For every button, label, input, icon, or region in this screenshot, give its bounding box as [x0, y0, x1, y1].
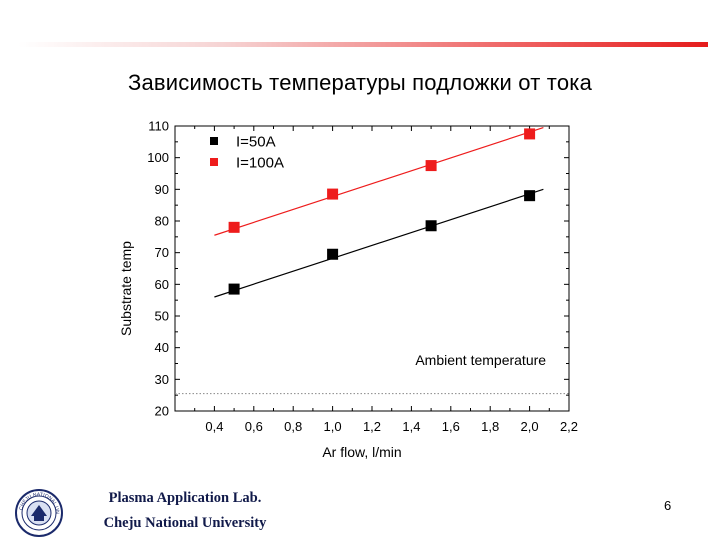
y-tick-label: 80: [155, 214, 169, 229]
x-axis-label: Ar flow, l/min: [322, 444, 401, 460]
university-seal-logo: CHEJU NATIONAL UNIVERSITY: [12, 484, 64, 538]
y-tick-label: 50: [155, 309, 169, 324]
data-point-series-2: [425, 160, 437, 172]
data-point-series-1: [327, 248, 339, 260]
x-tick-label: 0,6: [245, 419, 263, 434]
legend-label-series-2: I=100A: [236, 155, 284, 172]
y-tick-label: 110: [148, 119, 169, 134]
footer-line-2: Cheju National University: [103, 515, 267, 531]
accent-bar: [18, 42, 708, 47]
annotation-label: Ambient temperature: [415, 352, 546, 368]
y-tick-label: 90: [155, 182, 169, 197]
y-tick-label: 30: [155, 372, 169, 387]
y-tick-label: 100: [147, 150, 169, 165]
legend-marker-series-2: [210, 158, 218, 166]
x-tick-label: 0,8: [284, 419, 302, 434]
data-point-series-1: [524, 190, 536, 202]
x-tick-label: 1,8: [481, 419, 499, 434]
legend-marker-series-1: [210, 137, 218, 145]
x-tick-label: 1,6: [442, 419, 460, 434]
x-tick-label: 1,4: [402, 419, 420, 434]
data-point-series-2: [228, 221, 240, 233]
y-tick-label: 20: [155, 404, 169, 419]
fit-line-series-2: [214, 127, 544, 236]
legend-label-series-1: I=50A: [236, 134, 276, 151]
footer-organization: Plasma Application Lab. Cheju National U…: [80, 486, 290, 536]
plot-frame: [174, 125, 570, 412]
y-tick-label: 40: [155, 340, 169, 355]
x-tick-label: 1,0: [324, 419, 342, 434]
y-tick-label: 60: [155, 277, 169, 292]
x-tick-label: 0,4: [205, 419, 223, 434]
slide-title: Зависимость температуры подложки от тока: [127, 70, 593, 95]
data-point-series-1: [228, 283, 240, 295]
data-point-series-2: [327, 188, 339, 200]
x-tick-label: 1,2: [363, 419, 381, 434]
y-axis-label: Substrate temp: [118, 241, 134, 336]
data-point-series-2: [524, 128, 536, 140]
y-tick-label: 70: [155, 245, 169, 260]
page-number: 6: [664, 498, 672, 513]
x-tick-label: 2,2: [560, 419, 578, 434]
footer-line-1: Plasma Application Lab.: [108, 490, 262, 506]
fit-line-series-1: [214, 188, 544, 298]
x-tick-label: 2,0: [521, 419, 539, 434]
data-point-series-1: [425, 220, 437, 232]
